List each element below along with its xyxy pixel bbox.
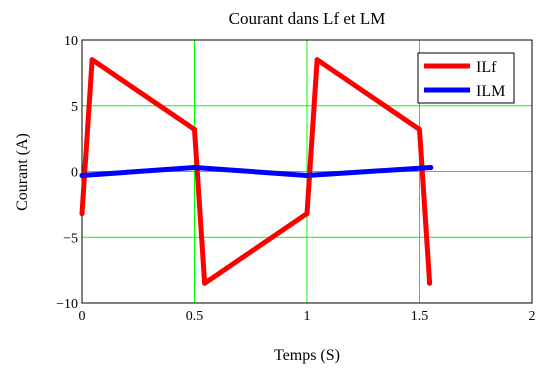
y-tick-label: −10 — [56, 297, 78, 312]
series-layer — [79, 57, 434, 286]
data-point-ilf — [304, 211, 310, 217]
series-line-ilf — [79, 57, 433, 286]
data-point-ilm — [192, 165, 197, 171]
x-tick-label: 2 — [529, 309, 536, 324]
x-tick-labels: 0 0.5 1 1.5 2 — [79, 309, 536, 324]
y-tick-label: 10 — [64, 34, 78, 49]
y-tick-label: 5 — [71, 100, 78, 115]
data-point-ilf — [89, 57, 95, 63]
x-tick-label: 0 — [79, 309, 86, 324]
legend-label-ilf: ILf — [476, 59, 497, 76]
data-point-ilf — [79, 211, 85, 217]
data-point-ilm — [304, 172, 310, 178]
data-point-ilf — [202, 280, 208, 286]
data-point-ilf — [417, 126, 422, 132]
legend-label-ilm: ILM — [476, 83, 505, 100]
y-axis-label: Courant (A) — [14, 133, 31, 211]
data-point-ilf — [427, 280, 433, 286]
x-tick-label: 1.5 — [411, 309, 429, 324]
data-point-ilm — [428, 165, 434, 171]
legend: ILf ILM — [417, 52, 515, 104]
chart-title: Courant dans Lf et LM — [229, 9, 386, 28]
x-tick-label: 0.5 — [186, 309, 204, 324]
y-tick-label: 0 — [71, 166, 78, 181]
legend-box — [417, 52, 515, 104]
x-axis-label: Temps (S) — [274, 347, 340, 364]
y-tick-labels: −10 −5 0 5 10 — [56, 34, 78, 312]
y-tick-label: −5 — [63, 231, 78, 246]
plot-frame — [81, 39, 533, 304]
data-point-ilf — [192, 126, 197, 132]
data-point-ilf — [314, 57, 320, 63]
series-line-ilm — [79, 165, 434, 178]
x-tick-label: 1 — [304, 309, 311, 324]
data-point-ilm — [79, 172, 85, 178]
